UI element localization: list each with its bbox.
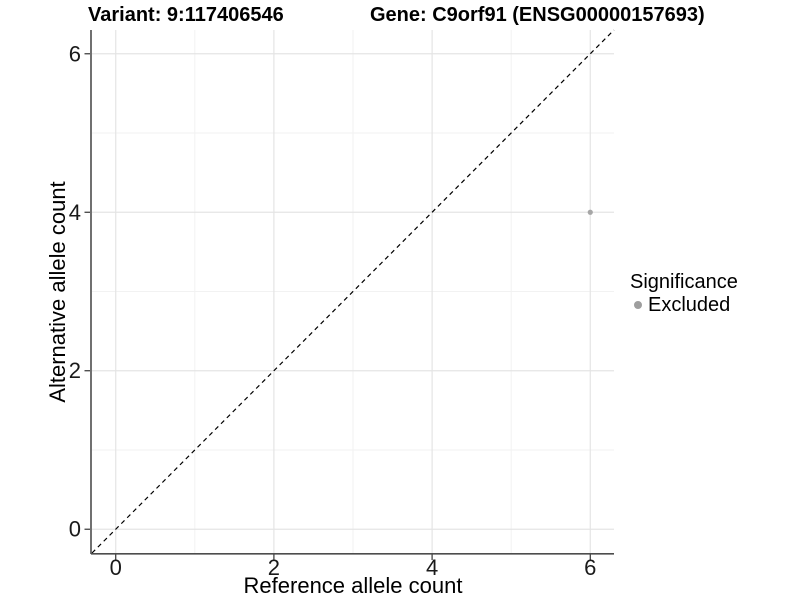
legend-point-icon: [634, 301, 642, 309]
identity-dashed-line: [91, 29, 615, 554]
x-tick-label: 0: [110, 555, 122, 580]
x-axis-title: Reference allele count: [243, 573, 463, 598]
x-tick-label: 4: [426, 555, 438, 580]
x-tick-label: 6: [584, 555, 596, 580]
x-tick-label: 2: [268, 555, 280, 580]
legend-item-label: Excluded: [648, 294, 731, 316]
y-tick-label: 6: [69, 41, 81, 66]
plot-title-gene: Gene: C9orf91 (ENSG00000157693): [370, 4, 705, 26]
y-tick-label: 0: [69, 517, 81, 542]
y-tick-label: 4: [69, 200, 81, 225]
plot-title-variant: Variant: 9:117406546: [88, 4, 284, 26]
data-point-excluded: [587, 209, 593, 215]
legend: Significance Excluded: [630, 271, 738, 316]
legend-title: Significance: [630, 271, 738, 293]
y-tick-label: 2: [69, 358, 81, 383]
y-axis-title: Alternative allele count: [45, 181, 70, 403]
legend-item-excluded: Excluded: [630, 294, 738, 316]
